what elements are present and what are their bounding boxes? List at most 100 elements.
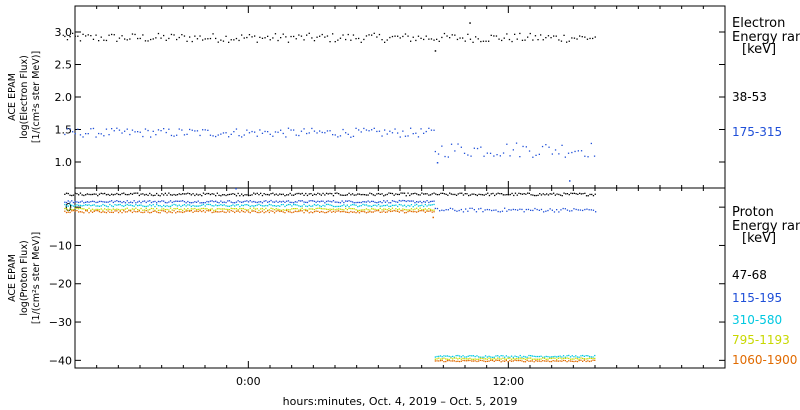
data-point [590, 357, 592, 360]
data-point [458, 209, 460, 212]
data-point [443, 361, 445, 363]
data-point [506, 194, 508, 196]
data-point [381, 202, 383, 204]
data-point [291, 205, 293, 207]
data-point [156, 203, 158, 206]
data-point [405, 195, 407, 197]
data-point [301, 200, 303, 202]
data-point [300, 130, 303, 132]
data-point [71, 194, 73, 197]
data-point [216, 211, 218, 213]
data-point [407, 210, 409, 213]
data-point [488, 360, 490, 362]
data-point [540, 194, 543, 196]
data-point [582, 209, 584, 212]
data-point [79, 201, 82, 203]
data-point [327, 211, 329, 213]
data-point [173, 193, 175, 196]
data-point [566, 193, 569, 195]
data-point [507, 357, 509, 359]
data-point [243, 37, 245, 39]
data-point [189, 36, 191, 38]
data-point [259, 129, 261, 131]
data-point [263, 212, 265, 214]
data-point [216, 208, 218, 210]
data-point [564, 208, 566, 210]
data-point [241, 193, 243, 195]
data-point [526, 358, 528, 360]
data-point [433, 203, 435, 206]
data-point [267, 35, 269, 37]
data-point [360, 201, 362, 204]
data-point [256, 135, 258, 137]
data-point [237, 204, 239, 206]
data-point [517, 359, 520, 362]
data-point [488, 40, 490, 42]
data-point [513, 194, 515, 197]
data-point [161, 200, 163, 202]
data-point [386, 133, 388, 135]
data-point [131, 211, 134, 214]
data-point [254, 205, 257, 207]
data-point [584, 208, 586, 211]
data-point [528, 192, 530, 194]
data-point [536, 358, 539, 360]
data-point [149, 204, 151, 206]
data-point [170, 134, 173, 137]
data-point [467, 210, 469, 212]
data-point [159, 209, 161, 211]
data-point [357, 201, 359, 204]
data-point [220, 39, 222, 41]
data-point [431, 209, 433, 211]
data-point [516, 194, 518, 196]
data-point [373, 32, 375, 34]
data-point [337, 136, 339, 138]
data-point [253, 205, 255, 207]
data-point [230, 209, 232, 212]
data-point [93, 200, 95, 203]
data-point [514, 358, 516, 360]
data-point [72, 209, 75, 212]
data-point [295, 38, 297, 40]
data-point [93, 193, 95, 195]
data-point [270, 204, 272, 206]
data-point [126, 203, 128, 206]
data-point [194, 205, 196, 207]
data-point [577, 209, 579, 211]
data-point [143, 209, 146, 211]
data-point [303, 212, 305, 214]
data-point [227, 205, 229, 207]
data-point [336, 208, 338, 210]
data-point [372, 200, 374, 203]
data-point [329, 41, 331, 43]
data-point [519, 357, 521, 359]
data-point [508, 209, 510, 211]
data-point [499, 211, 501, 213]
data-point [454, 150, 456, 152]
data-point [163, 34, 165, 37]
data-point [320, 208, 322, 210]
data-point [377, 201, 380, 203]
data-point [150, 201, 153, 204]
data-point [465, 358, 468, 360]
data-point [554, 149, 557, 151]
data-point [398, 199, 400, 202]
data-point [218, 211, 220, 213]
data-point [192, 208, 194, 210]
data-point [171, 201, 173, 204]
data-point [549, 193, 551, 195]
data-point [504, 358, 506, 360]
data-point [181, 129, 183, 131]
data-point [289, 211, 291, 213]
data-point [345, 38, 347, 41]
data-point [100, 36, 102, 38]
data-point [483, 360, 485, 362]
data-point [523, 361, 525, 363]
data-point [116, 210, 118, 212]
data-point [402, 130, 404, 132]
data-point [580, 150, 583, 152]
data-point [527, 208, 530, 211]
data-point [267, 201, 269, 203]
data-point [157, 205, 160, 207]
data-point [588, 360, 591, 363]
